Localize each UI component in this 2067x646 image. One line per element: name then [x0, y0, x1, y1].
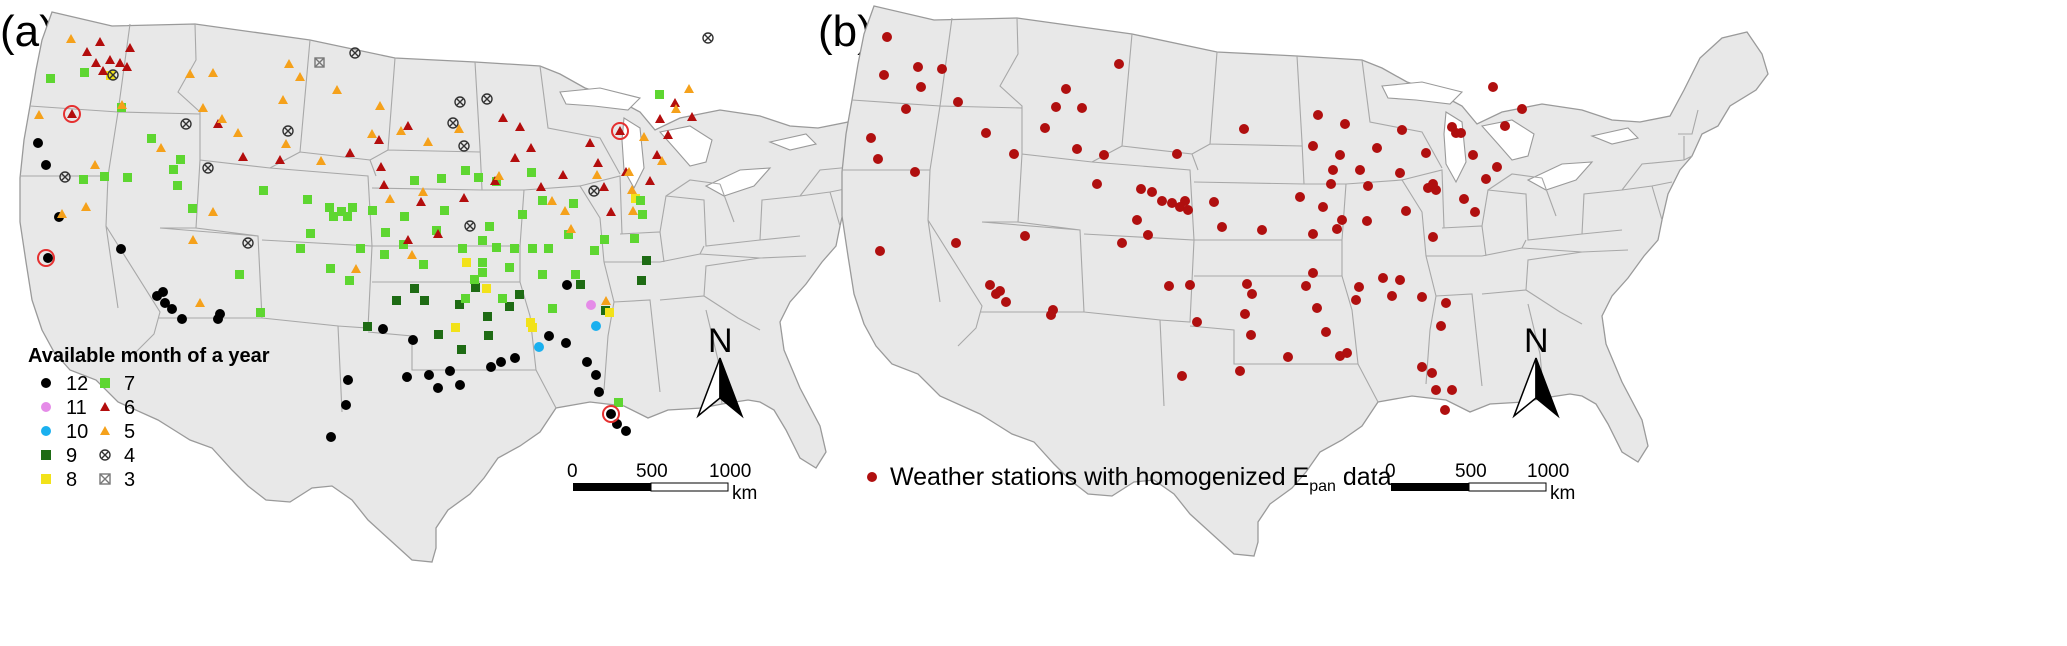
legend-item-9: 9 [41, 445, 77, 467]
north-label-b: N [1524, 322, 1549, 360]
north-label-a: N [708, 322, 733, 360]
legend-a: Available month of a year 12 11 10 9 8 [28, 345, 270, 491]
scale-bar-a: 0 500 1000 km [567, 461, 757, 504]
station-legend-marker [867, 472, 877, 482]
legend-item-10: 10 [41, 421, 88, 443]
legend-b: Weather stations with homogenized Epan d… [867, 463, 1392, 495]
scale-bar-b: 0 500 1000 km [1385, 461, 1575, 504]
scale-tick-1000: 1000 [709, 461, 751, 482]
stations-b [866, 32, 1527, 415]
station-legend-text: Weather stations with homogenized Epan d… [890, 463, 1392, 495]
scale-tick-0: 0 [567, 461, 578, 482]
svg-text:9: 9 [66, 445, 77, 467]
scale-tick-1000-b: 1000 [1527, 461, 1569, 482]
stations-12 [33, 138, 631, 442]
legend-item-6: 6 [100, 397, 135, 419]
stations-5 [34, 34, 694, 307]
legend-item-12: 12 [41, 373, 88, 395]
scale-unit-b: km [1550, 483, 1575, 504]
scale-tick-500: 500 [636, 461, 668, 482]
scale-tick-500-b: 500 [1455, 461, 1487, 482]
scale-unit-a: km [732, 483, 757, 504]
stations-4 [59, 32, 714, 249]
panel-a: (a) [0, 7, 947, 563]
svg-text:7: 7 [124, 373, 135, 395]
legend-item-11: 11 [41, 397, 87, 419]
legend-item-5: 5 [100, 421, 135, 443]
svg-text:12: 12 [66, 373, 88, 395]
svg-text:11: 11 [66, 397, 87, 419]
svg-text:4: 4 [124, 445, 135, 467]
north-arrow-b: N [1512, 322, 1560, 419]
svg-text:5: 5 [124, 421, 135, 443]
stations-6 [82, 37, 697, 244]
legend-title: Available month of a year [28, 345, 270, 367]
legend-item-8: 8 [41, 469, 77, 491]
svg-text:10: 10 [66, 421, 88, 443]
legend-item-7: 7 [100, 373, 135, 395]
panel-b: (b) [818, 5, 1769, 557]
legend-item-3: 3 [99, 469, 135, 491]
north-arrow-a: N [696, 322, 744, 419]
svg-text:8: 8 [66, 469, 77, 491]
svg-text:6: 6 [124, 397, 135, 419]
svg-text:3: 3 [124, 469, 135, 491]
legend-item-4: 4 [99, 445, 135, 467]
scale-tick-0-b: 0 [1385, 461, 1396, 482]
stations-a [33, 32, 714, 442]
